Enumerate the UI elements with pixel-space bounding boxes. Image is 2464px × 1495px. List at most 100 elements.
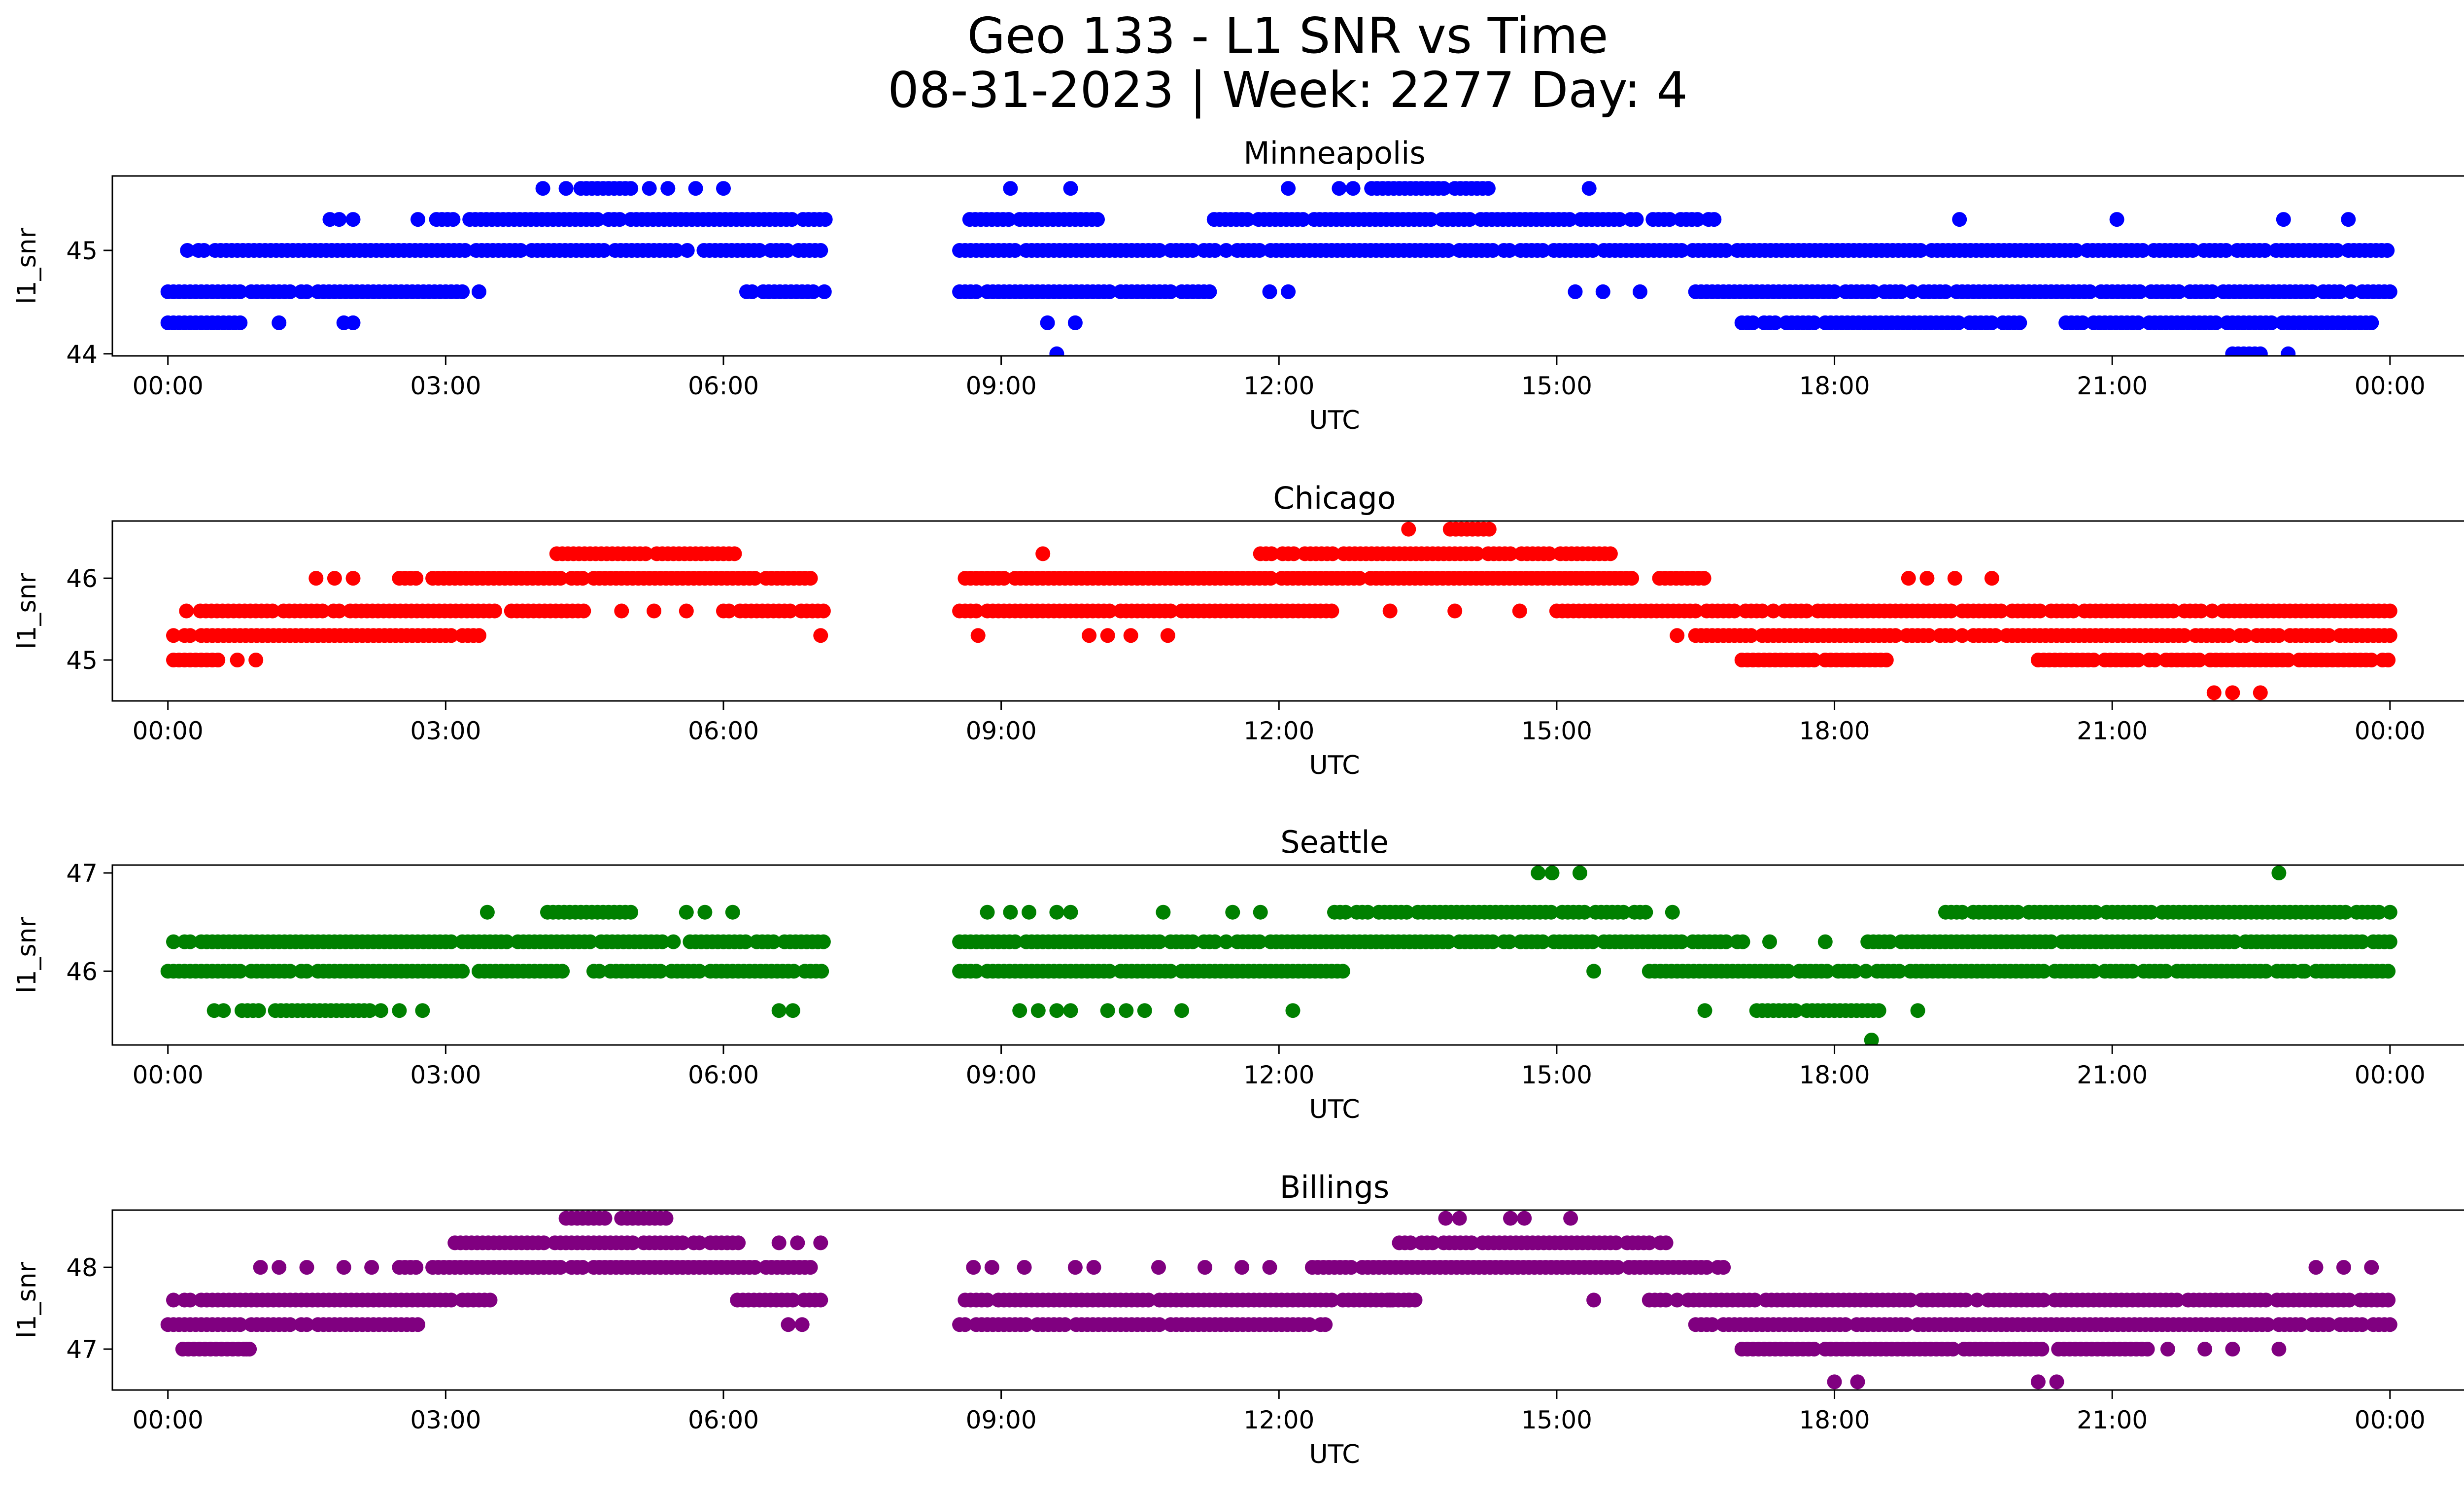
data-point bbox=[233, 315, 248, 330]
data-point bbox=[1716, 1260, 1731, 1275]
data-point bbox=[1343, 1260, 1359, 1275]
data-point bbox=[1577, 904, 1592, 920]
data-point bbox=[785, 212, 799, 227]
data-point bbox=[1296, 212, 1311, 227]
data-point bbox=[2336, 1260, 2351, 1275]
x-tick-label: 18:00 bbox=[1799, 1406, 1870, 1434]
data-point bbox=[336, 1260, 351, 1275]
x-tick-label: 00:00 bbox=[133, 1061, 204, 1089]
data-point bbox=[1944, 628, 1959, 643]
data-point bbox=[1744, 628, 1759, 643]
data-point bbox=[1452, 1211, 1467, 1226]
data-point bbox=[1984, 571, 1999, 586]
x-tick-label: 06:00 bbox=[688, 1406, 759, 1434]
data-point bbox=[2205, 284, 2220, 299]
data-point bbox=[658, 1211, 674, 1226]
data-point bbox=[1705, 1317, 1720, 1332]
billings-plot-frame bbox=[111, 1209, 2464, 1391]
data-point bbox=[721, 603, 737, 619]
data-point bbox=[230, 653, 245, 667]
data-point bbox=[803, 1260, 818, 1275]
data-point bbox=[1838, 1317, 1853, 1332]
data-point bbox=[2171, 284, 2187, 299]
data-point bbox=[2271, 866, 2287, 880]
data-point bbox=[1799, 603, 1814, 619]
y-tick-label: 46 bbox=[66, 957, 98, 986]
data-point bbox=[415, 1003, 430, 1018]
data-point bbox=[1185, 934, 1200, 949]
data-point bbox=[2238, 628, 2253, 643]
data-point bbox=[590, 212, 605, 227]
data-point bbox=[345, 315, 361, 330]
data-point bbox=[968, 964, 984, 979]
x-tick-label: 09:00 bbox=[966, 1061, 1037, 1089]
billings-series-47.0 bbox=[175, 1342, 2155, 1356]
data-point bbox=[1462, 212, 1477, 227]
data-point bbox=[166, 934, 181, 949]
data-point bbox=[1086, 1260, 1101, 1275]
data-point bbox=[738, 934, 753, 949]
data-point bbox=[1696, 571, 1711, 586]
data-point bbox=[1988, 628, 2003, 643]
data-point bbox=[1382, 603, 1398, 619]
data-point bbox=[1163, 603, 1178, 619]
data-point bbox=[592, 964, 607, 979]
data-point bbox=[1102, 284, 1117, 299]
data-point bbox=[783, 603, 798, 619]
data-point bbox=[1893, 284, 1909, 299]
data-point bbox=[251, 1003, 266, 1018]
data-point bbox=[2034, 1342, 2050, 1356]
data-point bbox=[625, 1235, 640, 1251]
data-point bbox=[1102, 603, 1117, 619]
data-point bbox=[2125, 964, 2140, 979]
data-point bbox=[455, 284, 470, 299]
data-point bbox=[1535, 934, 1550, 949]
data-point bbox=[1058, 1317, 1073, 1332]
data-point bbox=[1674, 934, 1689, 949]
data-point bbox=[1586, 1292, 1602, 1308]
data-point bbox=[1485, 243, 1501, 258]
data-point bbox=[2036, 1292, 2052, 1308]
data-point bbox=[1102, 964, 1117, 979]
data-point bbox=[771, 1235, 787, 1251]
data-point bbox=[814, 964, 829, 979]
data-point bbox=[1517, 1211, 1532, 1226]
data-point bbox=[692, 964, 707, 979]
data-point bbox=[980, 1292, 995, 1308]
data-point bbox=[457, 243, 473, 258]
x-tick-label: 00:00 bbox=[133, 717, 204, 745]
data-point bbox=[2030, 1374, 2046, 1390]
data-point bbox=[2294, 964, 2310, 979]
data-point bbox=[1137, 1003, 1152, 1018]
data-point bbox=[1871, 1003, 1886, 1018]
data-point bbox=[1207, 243, 1223, 258]
data-point bbox=[2321, 1317, 2336, 1332]
data-point bbox=[958, 1317, 973, 1332]
panel-minneapolis: Minneapolis 00:00 03:00 06:00 09:00 12:00 15:0… bbox=[12, 135, 2464, 435]
data-point bbox=[1624, 571, 1640, 586]
data-point bbox=[1335, 964, 1350, 979]
data-point bbox=[1819, 964, 1835, 979]
data-point bbox=[1345, 181, 1361, 196]
data-point bbox=[1003, 904, 1018, 920]
data-point bbox=[2355, 934, 2370, 949]
data-point bbox=[1152, 934, 1167, 949]
data-point bbox=[1919, 571, 1935, 586]
data-point bbox=[1441, 243, 1456, 258]
data-point bbox=[1595, 284, 1610, 299]
data-point bbox=[2130, 315, 2146, 330]
x-tick-label: 15:00 bbox=[1521, 1406, 1592, 1434]
data-point bbox=[1049, 904, 1064, 920]
y-tick-label: 47 bbox=[66, 1335, 98, 1364]
data-point bbox=[1262, 284, 1277, 299]
data-point bbox=[984, 1260, 999, 1275]
x-tick-label: 03:00 bbox=[410, 1061, 481, 1089]
data-point bbox=[2169, 1292, 2185, 1308]
data-point bbox=[1633, 284, 1647, 299]
minneapolis-points bbox=[160, 181, 2397, 356]
data-point bbox=[2259, 1292, 2274, 1308]
data-point bbox=[2140, 1342, 2155, 1356]
data-point bbox=[1285, 1003, 1300, 1018]
data-point bbox=[1503, 1211, 1518, 1226]
data-point bbox=[1817, 934, 1833, 949]
